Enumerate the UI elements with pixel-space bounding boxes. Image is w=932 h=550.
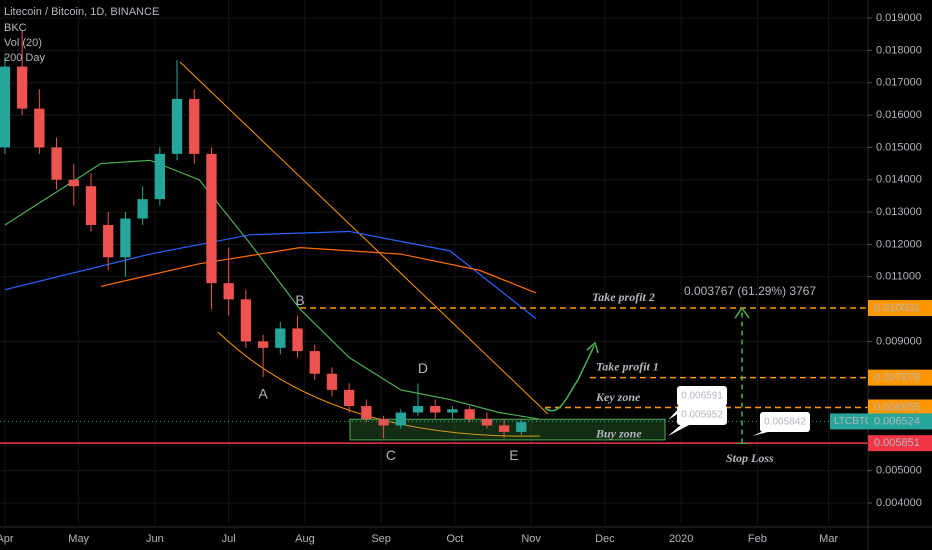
candle-body bbox=[85, 186, 97, 225]
candle-body bbox=[498, 425, 510, 432]
candle-body bbox=[240, 299, 252, 342]
y-tick-label: 0.011000 bbox=[876, 271, 921, 283]
x-tick-label: Sep bbox=[371, 533, 391, 545]
y-tick-label: 0.012000 bbox=[876, 238, 922, 250]
callout-box bbox=[677, 386, 727, 406]
y-tick-label: 0.015000 bbox=[876, 141, 922, 153]
candle-body bbox=[103, 225, 114, 258]
price-tag-label: 0.006524 bbox=[874, 415, 920, 427]
price-tag bbox=[868, 300, 932, 317]
candle-body bbox=[51, 147, 62, 180]
legend-item: BKC bbox=[4, 22, 27, 34]
callout-label: 0.005952 bbox=[681, 410, 723, 421]
y-tick-label: 0.004000 bbox=[876, 497, 922, 509]
legend-item: Vol (20) bbox=[4, 37, 42, 49]
price-tag-label: 0.006955 bbox=[874, 401, 920, 413]
candle-body bbox=[378, 418, 389, 426]
price-tag-label: 0.007878 bbox=[874, 372, 920, 384]
x-tick-label: Dec bbox=[595, 533, 615, 545]
callout-box bbox=[760, 412, 810, 432]
point-label: E bbox=[509, 447, 518, 463]
price-tag-label: 0.005851 bbox=[874, 437, 920, 449]
candle-body bbox=[447, 409, 458, 413]
level-label: Key zone bbox=[595, 390, 641, 404]
point-label: D bbox=[418, 360, 428, 376]
legend-item: 200 Day bbox=[4, 52, 45, 64]
candle-body bbox=[361, 406, 372, 419]
candle-body bbox=[120, 218, 131, 258]
candle-body bbox=[34, 108, 45, 148]
y-tick-label: 0.017000 bbox=[876, 77, 922, 89]
symbol-tag-label: LTCBTC bbox=[834, 416, 872, 427]
x-tick-label: Jun bbox=[146, 533, 164, 545]
level-label: Stop Loss bbox=[726, 451, 774, 465]
x-tick-label: Apr bbox=[0, 533, 14, 545]
moving-average bbox=[100, 247, 537, 294]
candle-body bbox=[430, 406, 441, 413]
candle-body bbox=[275, 328, 286, 348]
arrow-head bbox=[586, 341, 599, 354]
candle-body bbox=[344, 389, 355, 407]
price-tag-label: 0.010031 bbox=[874, 302, 920, 314]
candle-body bbox=[223, 283, 234, 300]
level-label: Take profit 2 bbox=[592, 290, 655, 304]
x-tick-label: 2020 bbox=[669, 533, 693, 545]
y-tick-label: 0.014000 bbox=[876, 174, 922, 186]
point-label: C bbox=[386, 447, 396, 463]
candle-body bbox=[189, 98, 200, 154]
candle-body bbox=[309, 351, 320, 374]
callout-box bbox=[677, 405, 727, 425]
candle-body bbox=[154, 153, 165, 200]
candle-body bbox=[0, 66, 11, 148]
candle-body bbox=[68, 179, 79, 187]
candle-body bbox=[292, 328, 303, 352]
y-tick-label: 0.019000 bbox=[876, 12, 922, 24]
price-tag bbox=[868, 435, 932, 452]
point-label: B bbox=[295, 292, 304, 308]
trendline bbox=[217, 331, 541, 437]
candle-body bbox=[137, 199, 148, 219]
candle-body bbox=[326, 373, 338, 390]
candle-body bbox=[16, 66, 28, 109]
candle-body bbox=[516, 422, 527, 432]
point-label: A bbox=[258, 386, 268, 402]
zone-label: Buy zone bbox=[595, 426, 642, 440]
level-label: Take profit 1 bbox=[596, 359, 659, 373]
price-tag bbox=[868, 399, 932, 416]
candle-body bbox=[464, 409, 475, 419]
chart-title: Litecoin / Bitcoin, 1D, BINANCE bbox=[4, 6, 159, 18]
y-tick-label: 0.016000 bbox=[876, 109, 922, 121]
candle-body bbox=[481, 418, 493, 426]
x-tick-label: Aug bbox=[295, 533, 315, 545]
y-tick-label: 0.013000 bbox=[876, 206, 922, 218]
x-tick-label: May bbox=[68, 533, 89, 545]
candle-body bbox=[412, 406, 424, 413]
y-tick-label: 0.018000 bbox=[876, 44, 922, 56]
x-tick-label: Jul bbox=[222, 533, 236, 545]
arrow-head bbox=[734, 306, 750, 319]
candle-body bbox=[171, 98, 183, 154]
candle-body bbox=[257, 341, 269, 348]
trendline bbox=[179, 61, 549, 415]
measure-label: 0.003767 (61.29%) 3767 bbox=[684, 284, 816, 298]
candle-body bbox=[206, 153, 217, 284]
price-tag bbox=[868, 413, 932, 430]
projection-arrow bbox=[544, 345, 595, 412]
x-tick-label: Oct bbox=[446, 533, 463, 545]
callout-label: 0.006591 bbox=[681, 391, 723, 402]
callout-label: 0.005842 bbox=[764, 417, 806, 428]
x-tick-label: Nov bbox=[521, 533, 541, 545]
plot bbox=[0, 31, 868, 444]
x-tick-label: Feb bbox=[748, 533, 767, 545]
price-tag bbox=[868, 369, 932, 386]
y-tick-label: 0.009000 bbox=[876, 335, 922, 347]
callout-pointer bbox=[668, 423, 693, 436]
moving-average bbox=[4, 159, 539, 420]
y-tick-label: 0.005000 bbox=[876, 465, 922, 477]
symbol-tag bbox=[830, 413, 868, 430]
candle-body bbox=[395, 412, 406, 426]
x-tick-label: Mar bbox=[819, 533, 838, 545]
